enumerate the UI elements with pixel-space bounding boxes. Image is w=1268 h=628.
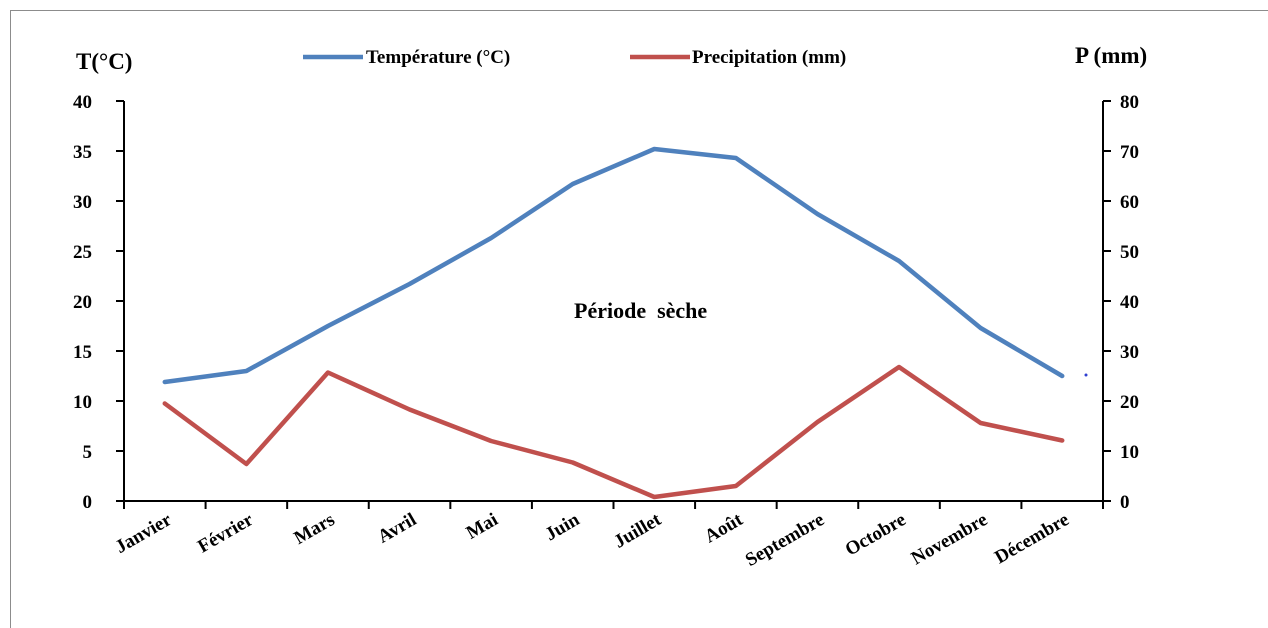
y-right-axis-label: P (mm) xyxy=(1075,43,1147,68)
x-category-labels: Janvier Février Mars Avril Mai Juin Juillet Aoû… xyxy=(112,509,1073,571)
dry-period-annotation: Période sèche xyxy=(574,298,707,323)
y-left-tick-label: 25 xyxy=(73,242,92,263)
x-category-label: Mai xyxy=(463,509,502,544)
x-category-label: Mars xyxy=(290,509,338,549)
y-right-tick-label: 10 xyxy=(1120,442,1139,463)
y-right-tick-label: 80 xyxy=(1120,92,1139,113)
y-right-tick-label: 50 xyxy=(1120,242,1139,263)
x-category-label: Février xyxy=(194,509,257,558)
y-left-tick-label: 20 xyxy=(73,292,92,313)
x-category-label: Janvier xyxy=(112,509,176,558)
y-right-tick-label: 40 xyxy=(1120,292,1139,313)
y-left-tick-label: 40 xyxy=(73,92,92,113)
y-left-tick-label: 15 xyxy=(73,342,92,363)
y-left-tick-label: 35 xyxy=(73,142,92,163)
y-right-tick-label: 70 xyxy=(1120,142,1139,163)
temperature-line xyxy=(162,146,1065,385)
x-category-label: Avril xyxy=(374,509,420,548)
y-left-tick-label: 0 xyxy=(83,492,93,513)
x-category-label: Septembre xyxy=(742,509,828,571)
x-category-label: Août xyxy=(701,509,747,548)
y-right-ticks: 0 10 20 30 40 50 60 70 80 xyxy=(1103,92,1139,513)
legend-label-precipitation: Precipitation (mm) xyxy=(692,47,846,68)
y-left-tick-label: 10 xyxy=(73,392,92,413)
y-left-tick-label: 30 xyxy=(73,192,92,213)
y-left-tick-label: 5 xyxy=(83,442,93,463)
x-category-label: Novembre xyxy=(908,509,991,569)
x-category-label: Juin xyxy=(542,509,584,545)
x-category-label: Juillet xyxy=(610,509,665,553)
y-right-tick-label: 30 xyxy=(1120,342,1139,363)
precipitation-line xyxy=(162,364,1065,500)
x-category-label: Octobre xyxy=(842,509,910,560)
legend-label-temperature: Température (°C) xyxy=(366,47,510,68)
x-category-label: Décembre xyxy=(991,509,1072,568)
stray-marker xyxy=(1084,373,1088,377)
y-right-tick-label: 20 xyxy=(1120,392,1139,413)
y-right-tick-label: 60 xyxy=(1120,192,1139,213)
y-right-tick-label: 0 xyxy=(1120,492,1130,513)
y-left-axis-label: T(°C) xyxy=(76,49,132,74)
y-left-ticks: 0 5 10 15 20 25 30 35 40 xyxy=(73,92,124,513)
legend: Température (°C) Precipitation (mm) xyxy=(303,47,846,68)
chart-frame xyxy=(10,10,1268,628)
series-lines xyxy=(162,146,1065,500)
